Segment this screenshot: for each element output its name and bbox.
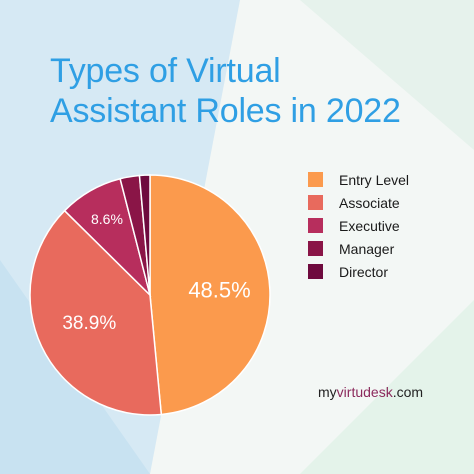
chart-title-line-1: Types of Virtual [50,52,281,90]
legend-item-associate: Associate [308,194,409,211]
legend-label: Associate [339,194,400,211]
legend-swatch-manager [308,241,323,256]
chart-legend: Entry Level Associate Executive Manager … [308,171,409,280]
legend-swatch-executive [308,218,323,233]
brand-url: myvirtudesk.com [318,384,423,400]
brand-accent: virtudesk [336,384,393,400]
brand-prefix: my [318,384,337,400]
legend-item-manager: Manager [308,240,409,257]
legend-item-entry-level: Entry Level [308,171,409,188]
legend-swatch-entry-level [308,172,323,187]
legend-label: Director [339,263,389,280]
legend-swatch-director [308,264,323,279]
legend-label: Executive [339,217,400,234]
pie-slice-entry-level [149,174,271,416]
slice-label-entry-level: 48.5% [188,278,250,303]
legend-item-director: Director [308,263,409,280]
legend-label: Entry Level [339,171,410,188]
slice-label-executive: 8.6% [91,211,123,227]
legend-swatch-associate [308,195,323,210]
brand-suffix: .com [392,384,424,400]
legend-label: Manager [339,240,395,257]
slice-label-associate: 38.9% [62,313,116,334]
chart-title-line-2: Assistant Roles in 2022 [50,92,401,130]
pie-slice-director [138,174,151,296]
pie-slice-associate [29,209,163,416]
legend-item-executive: Executive [308,217,409,234]
